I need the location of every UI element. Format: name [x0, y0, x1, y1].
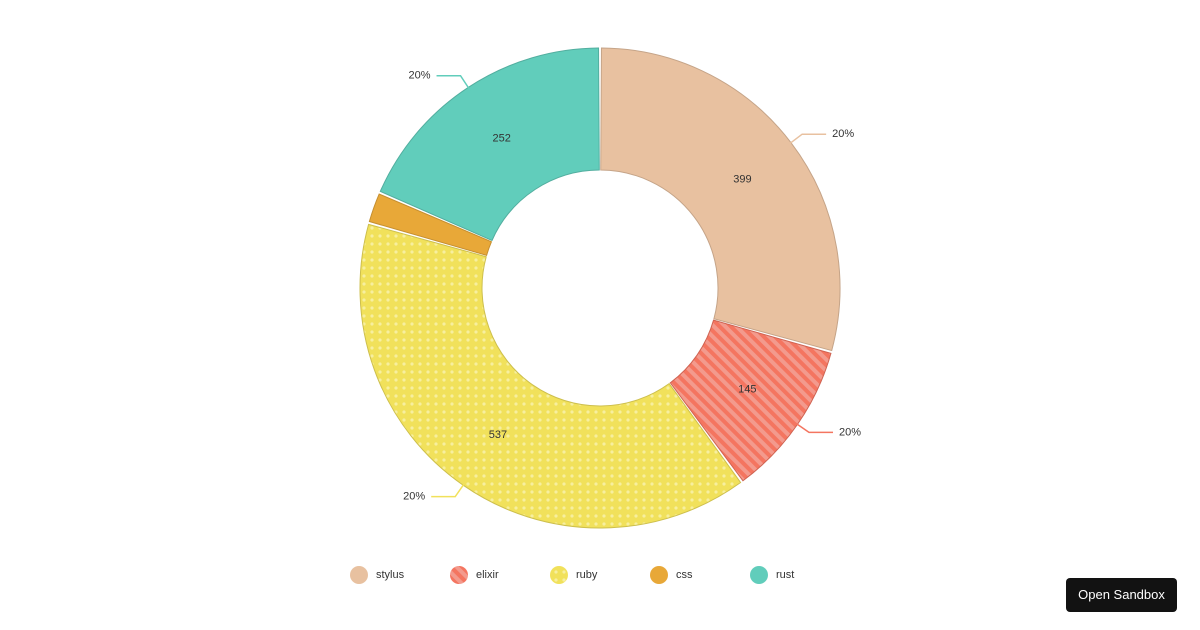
callout-line-elixir: [793, 421, 834, 434]
legend-label-rust: rust: [776, 569, 794, 581]
callout-line-rust: [436, 74, 472, 92]
slice-labels-group: 399 145 537 252: [489, 132, 757, 441]
callouts-group: 20% 20% 20% 20%: [403, 70, 861, 503]
slice-value-label-elixir: 145: [738, 384, 756, 396]
legend-label-stylus: stylus: [376, 569, 405, 581]
callout-label-elixir: 20%: [839, 426, 861, 438]
legend-swatch-rust: [750, 566, 768, 584]
legend-swatch-elixir: [450, 566, 468, 584]
callout-line-stylus: [787, 133, 827, 146]
slice-value-label-ruby: 537: [489, 429, 507, 441]
slice-stylus[interactable]: [600, 47, 841, 352]
slice-ruby[interactable]: [359, 223, 742, 529]
callout-label-stylus: 20%: [832, 128, 854, 140]
slice-value-label-stylus: 399: [733, 174, 751, 186]
slice-value-label-rust: 252: [493, 132, 511, 144]
legend-swatch-css: [650, 566, 668, 584]
open-sandbox-button[interactable]: Open Sandbox: [1066, 578, 1177, 612]
slice-elixir[interactable]: [669, 319, 832, 482]
callout-label-ruby: 20%: [403, 491, 425, 503]
legend-label-css: css: [676, 569, 693, 581]
legend-label-elixir: elixir: [476, 569, 499, 581]
legend-label-ruby: ruby: [576, 569, 598, 581]
callout-label-rust: 20%: [409, 70, 431, 82]
callout-line-ruby: [431, 481, 467, 498]
legend-swatch-stylus: [350, 566, 368, 584]
slice-rust[interactable]: [379, 47, 600, 242]
legend: stylus elixir ruby css rust: [350, 566, 794, 584]
slice-css[interactable]: [368, 193, 493, 256]
slices-group: [359, 47, 841, 529]
legend-swatch-ruby: [550, 566, 568, 584]
